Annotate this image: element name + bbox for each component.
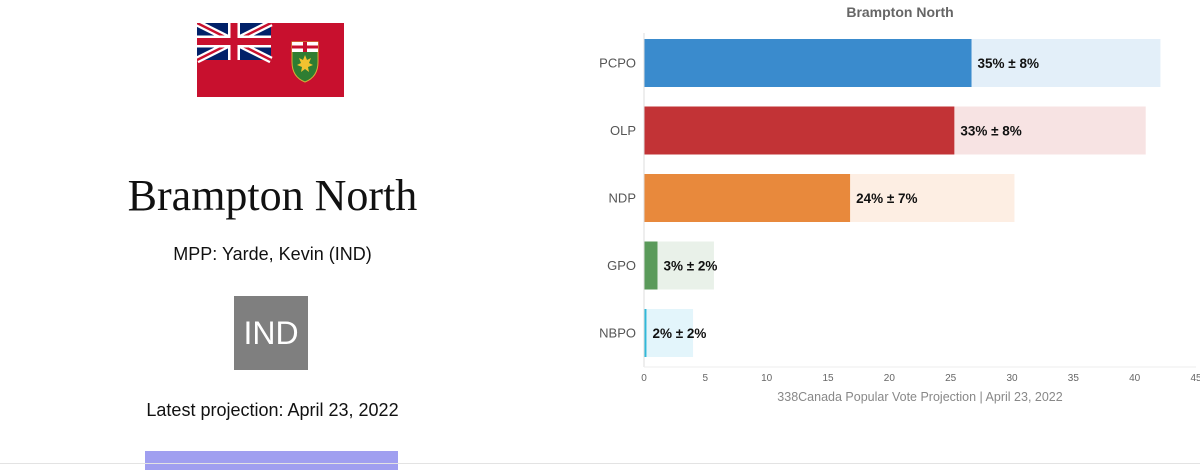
ontario-shield-icon (291, 41, 319, 83)
x-tick-label-0: 0 (641, 373, 647, 384)
ontario-flag-icon (197, 23, 344, 97)
category-label-ndp: NDP (609, 191, 636, 206)
bottom-divider (0, 463, 1200, 464)
bar-ndp[interactable] (644, 174, 851, 222)
bar-olp[interactable] (644, 106, 955, 155)
range-bar-nbpo[interactable] (644, 309, 694, 357)
x-tick-label-40: 40 (1129, 373, 1141, 384)
section-header-bar[interactable] (145, 451, 398, 470)
x-tick-label-35: 35 (1068, 373, 1080, 384)
vote-projection-chart: Brampton North PCPO 35% ± 8% OLP 33% ± 8% ND… (599, 4, 1200, 404)
x-tick-label-25: 25 (945, 373, 957, 384)
x-tick-label-15: 15 (822, 373, 834, 384)
riding-title: Brampton North (127, 171, 418, 220)
data-label-ndp: 24% ± 7% (856, 191, 917, 206)
category-label-olp: OLP (610, 123, 636, 138)
x-tick-label-30: 30 (1006, 373, 1018, 384)
x-tick-label-10: 10 (761, 373, 773, 384)
latest-projection-label: Latest projection: April 23, 2022 (146, 400, 399, 420)
data-label-olp: 33% ± 8% (960, 124, 1021, 139)
bar-nbpo[interactable] (644, 309, 647, 357)
party-badge: IND (234, 296, 308, 370)
x-tick-label-45: 45 (1190, 373, 1200, 384)
chart-title: Brampton North (846, 4, 953, 20)
x-tick-label-20: 20 (884, 373, 896, 384)
mpp-label: MPP: Yarde, Kevin (IND) (173, 244, 372, 264)
bar-gpo[interactable] (644, 241, 658, 290)
x-axis-label: 338Canada Popular Vote Projection | Apri… (777, 390, 1062, 404)
category-label-pcpo: PCPO (599, 56, 636, 71)
x-tick-label-5: 5 (703, 373, 709, 384)
category-label-nbpo: NBPO (599, 326, 636, 341)
data-label-gpo: 3% ± 2% (663, 259, 717, 274)
data-label-nbpo: 2% ± 2% (652, 326, 706, 341)
union-jack-icon (197, 23, 273, 64)
data-label-pcpo: 35% ± 8% (978, 56, 1039, 71)
category-label-gpo: GPO (607, 258, 636, 273)
bar-pcpo[interactable] (644, 39, 972, 87)
riding-info-panel: Brampton North MPP: Yarde, Kevin (IND) I… (0, 0, 545, 470)
